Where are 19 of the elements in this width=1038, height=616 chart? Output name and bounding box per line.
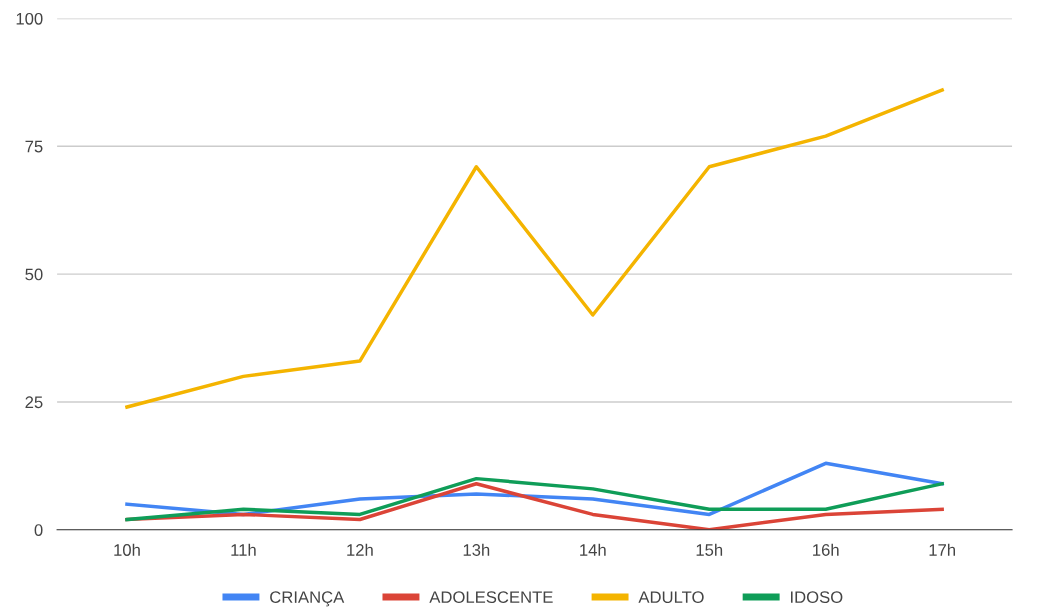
legend-label: ADULTO [638,591,704,604]
y-tick-label: 75 [25,140,43,153]
y-tick-label: 0 [34,524,43,536]
y-tick-label: 50 [25,268,43,281]
x-tick-label: 12h [347,543,373,556]
legend-label: CRIANÇA [270,591,345,607]
y-tick-label: 100 [16,12,43,25]
x-tick-label: 14h [580,543,606,556]
legend-label: IDOSO [791,591,843,604]
x-tick-label: 10h [114,543,140,556]
x-tick-label: 13h [463,543,490,556]
y-tick-label: 25 [25,396,43,409]
x-tick-label: 17h [929,543,955,556]
legend-label: ADOLESCENTE [429,591,553,604]
line-series [125,88,944,409]
x-tick-label: 16h [813,543,839,556]
x-tick-label: 15h [696,543,723,556]
line-series [125,476,944,522]
x-tick-label: 11h [231,543,256,556]
